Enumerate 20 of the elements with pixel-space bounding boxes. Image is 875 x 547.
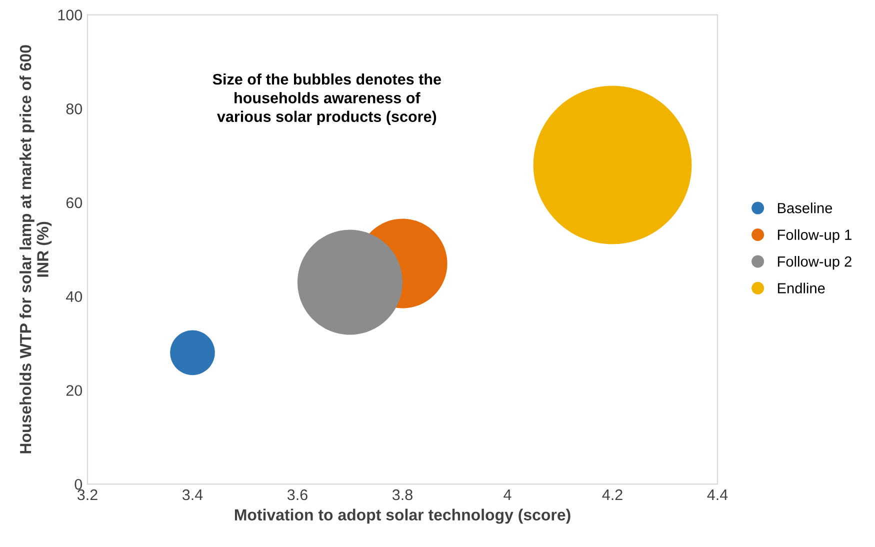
- x-tick-label: 3.4: [182, 489, 203, 500]
- legend-label: Baseline: [778, 202, 832, 214]
- y-axis-title: Households WTP for solar lamp at market price of 600 INR (%): [20, 45, 52, 454]
- y-tick-label: 40: [66, 291, 82, 302]
- legend-label: Follow-up 1: [778, 229, 852, 243]
- y-tick-label: 0: [74, 478, 82, 490]
- x-tick-label: 4.2: [602, 489, 622, 500]
- legend-label: Follow-up 2: [778, 256, 852, 270]
- y-tick-label: 20: [66, 385, 82, 396]
- y-tick-label: 100: [58, 10, 82, 20]
- x-tick-label: 4.4: [707, 490, 728, 500]
- x-tick-label: 4: [504, 490, 512, 500]
- x-tick-label: 3.8: [392, 489, 412, 500]
- x-tick-label: 3.2: [77, 489, 98, 500]
- annotation: Size of the bubbles denotes the households awareness of various solar products (score): [212, 73, 441, 126]
- legend-label: Endline: [778, 282, 825, 294]
- x-tick-label: 3.6: [287, 489, 308, 500]
- x-axis-title: Motivation to adopt solar technology (score): [234, 508, 570, 524]
- y-tick-label: 80: [66, 104, 82, 114]
- y-tick-label: 60: [66, 197, 82, 208]
